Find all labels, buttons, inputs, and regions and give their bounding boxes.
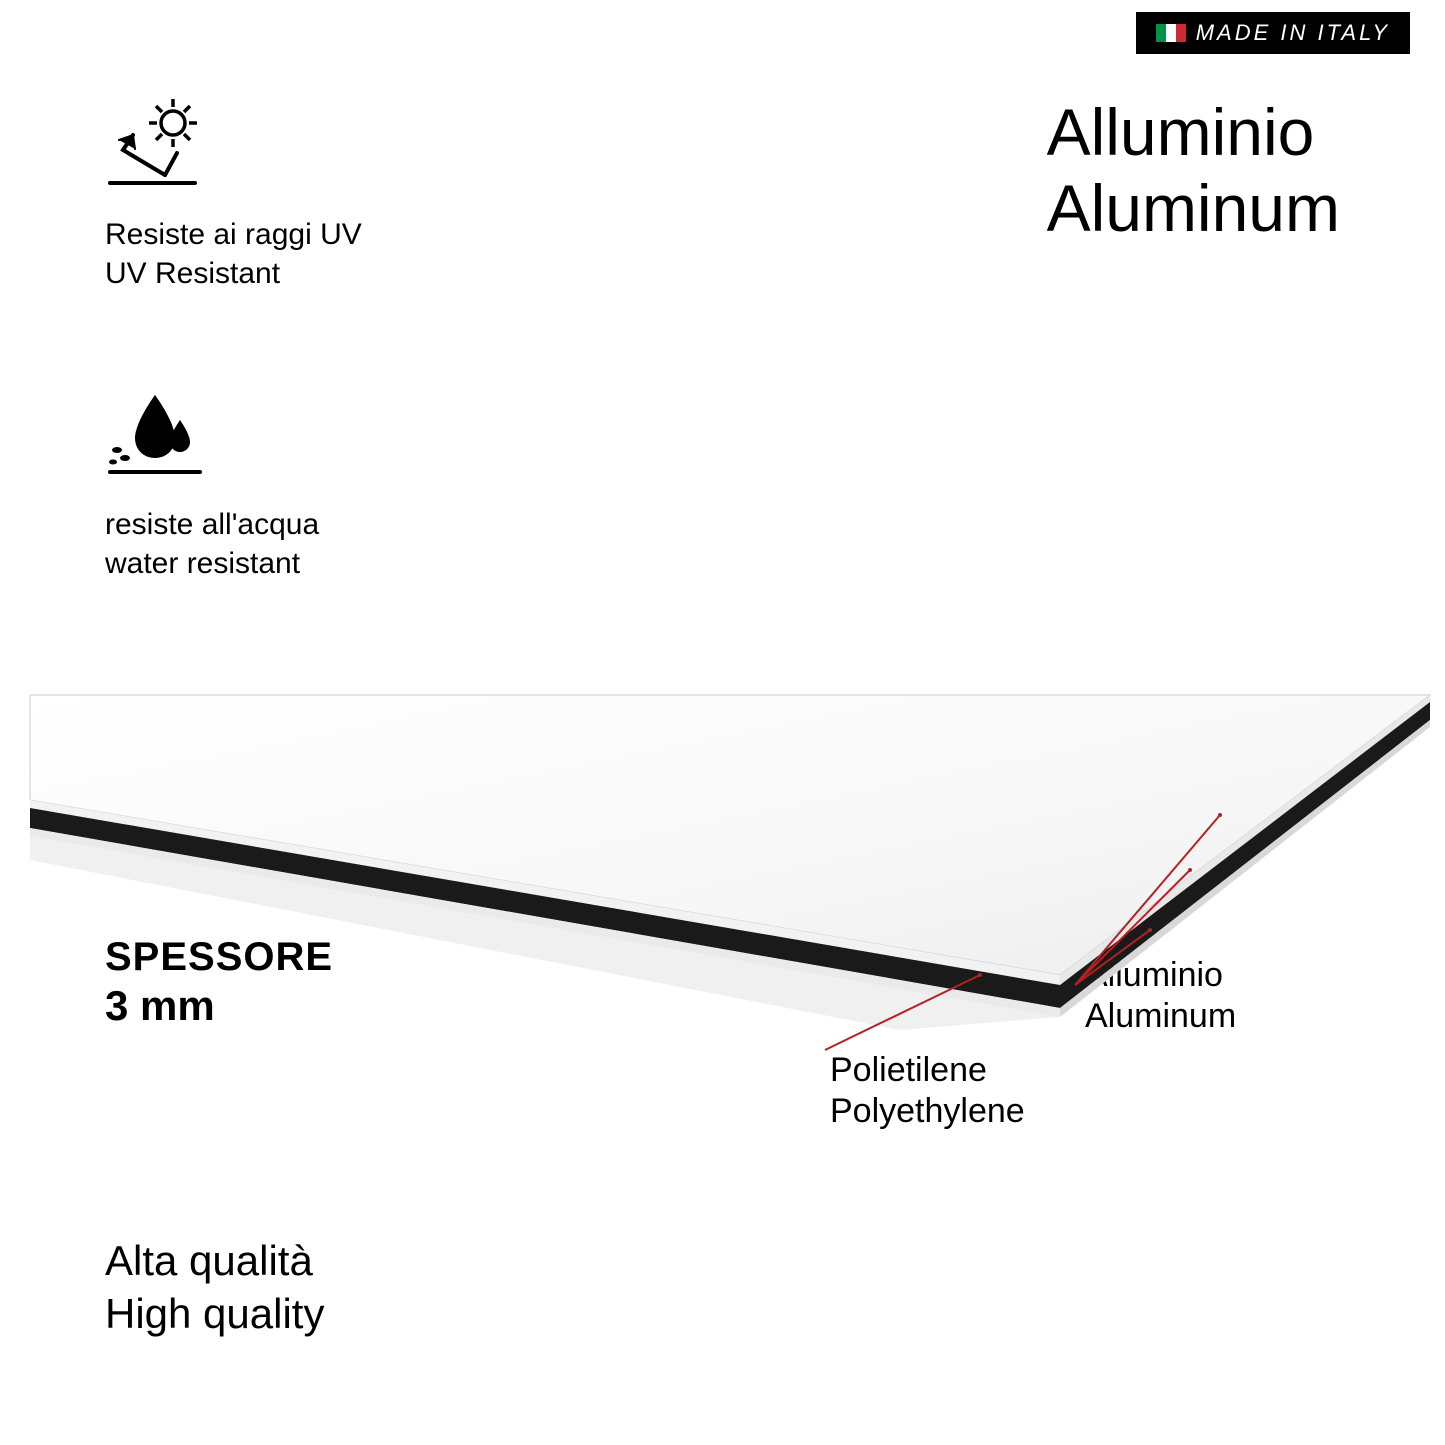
italy-flag-icon: [1156, 24, 1186, 42]
title-english: Aluminum: [1047, 171, 1340, 247]
water-text-italian: resiste all'acqua: [105, 505, 319, 544]
material-title: Alluminio Aluminum: [1047, 95, 1340, 247]
aluminum-english: Aluminum: [1085, 996, 1236, 1037]
thickness-value: 3 mm: [105, 982, 333, 1030]
feature-water: resiste all'acqua water resistant: [105, 390, 319, 583]
title-italian: Alluminio: [1047, 95, 1340, 171]
uv-text-english: UV Resistant: [105, 254, 362, 293]
poly-italian: Polietilene: [830, 1050, 1025, 1091]
water-resistant-icon: [105, 390, 319, 490]
layer-label-aluminum: Alluminio Aluminum: [1085, 955, 1236, 1037]
quality-italian: Alta qualità: [105, 1235, 324, 1288]
made-in-italy-badge: MADE IN ITALY: [1136, 12, 1410, 54]
made-in-italy-text: MADE IN ITALY: [1196, 20, 1390, 46]
poly-english: Polyethylene: [830, 1091, 1025, 1132]
water-text-english: water resistant: [105, 544, 319, 583]
layer-label-polyethylene: Polietilene Polyethylene: [830, 1050, 1025, 1132]
quality-block: Alta qualità High quality: [105, 1235, 324, 1340]
aluminum-italian: Alluminio: [1085, 955, 1236, 996]
uv-text-italian: Resiste ai raggi UV: [105, 215, 362, 254]
feature-uv: Resiste ai raggi UV UV Resistant: [105, 95, 362, 293]
thickness-label: SPESSORE: [105, 935, 333, 980]
uv-resistant-icon: [105, 95, 362, 200]
quality-english: High quality: [105, 1288, 324, 1341]
thickness-block: SPESSORE 3 mm: [105, 935, 333, 1030]
